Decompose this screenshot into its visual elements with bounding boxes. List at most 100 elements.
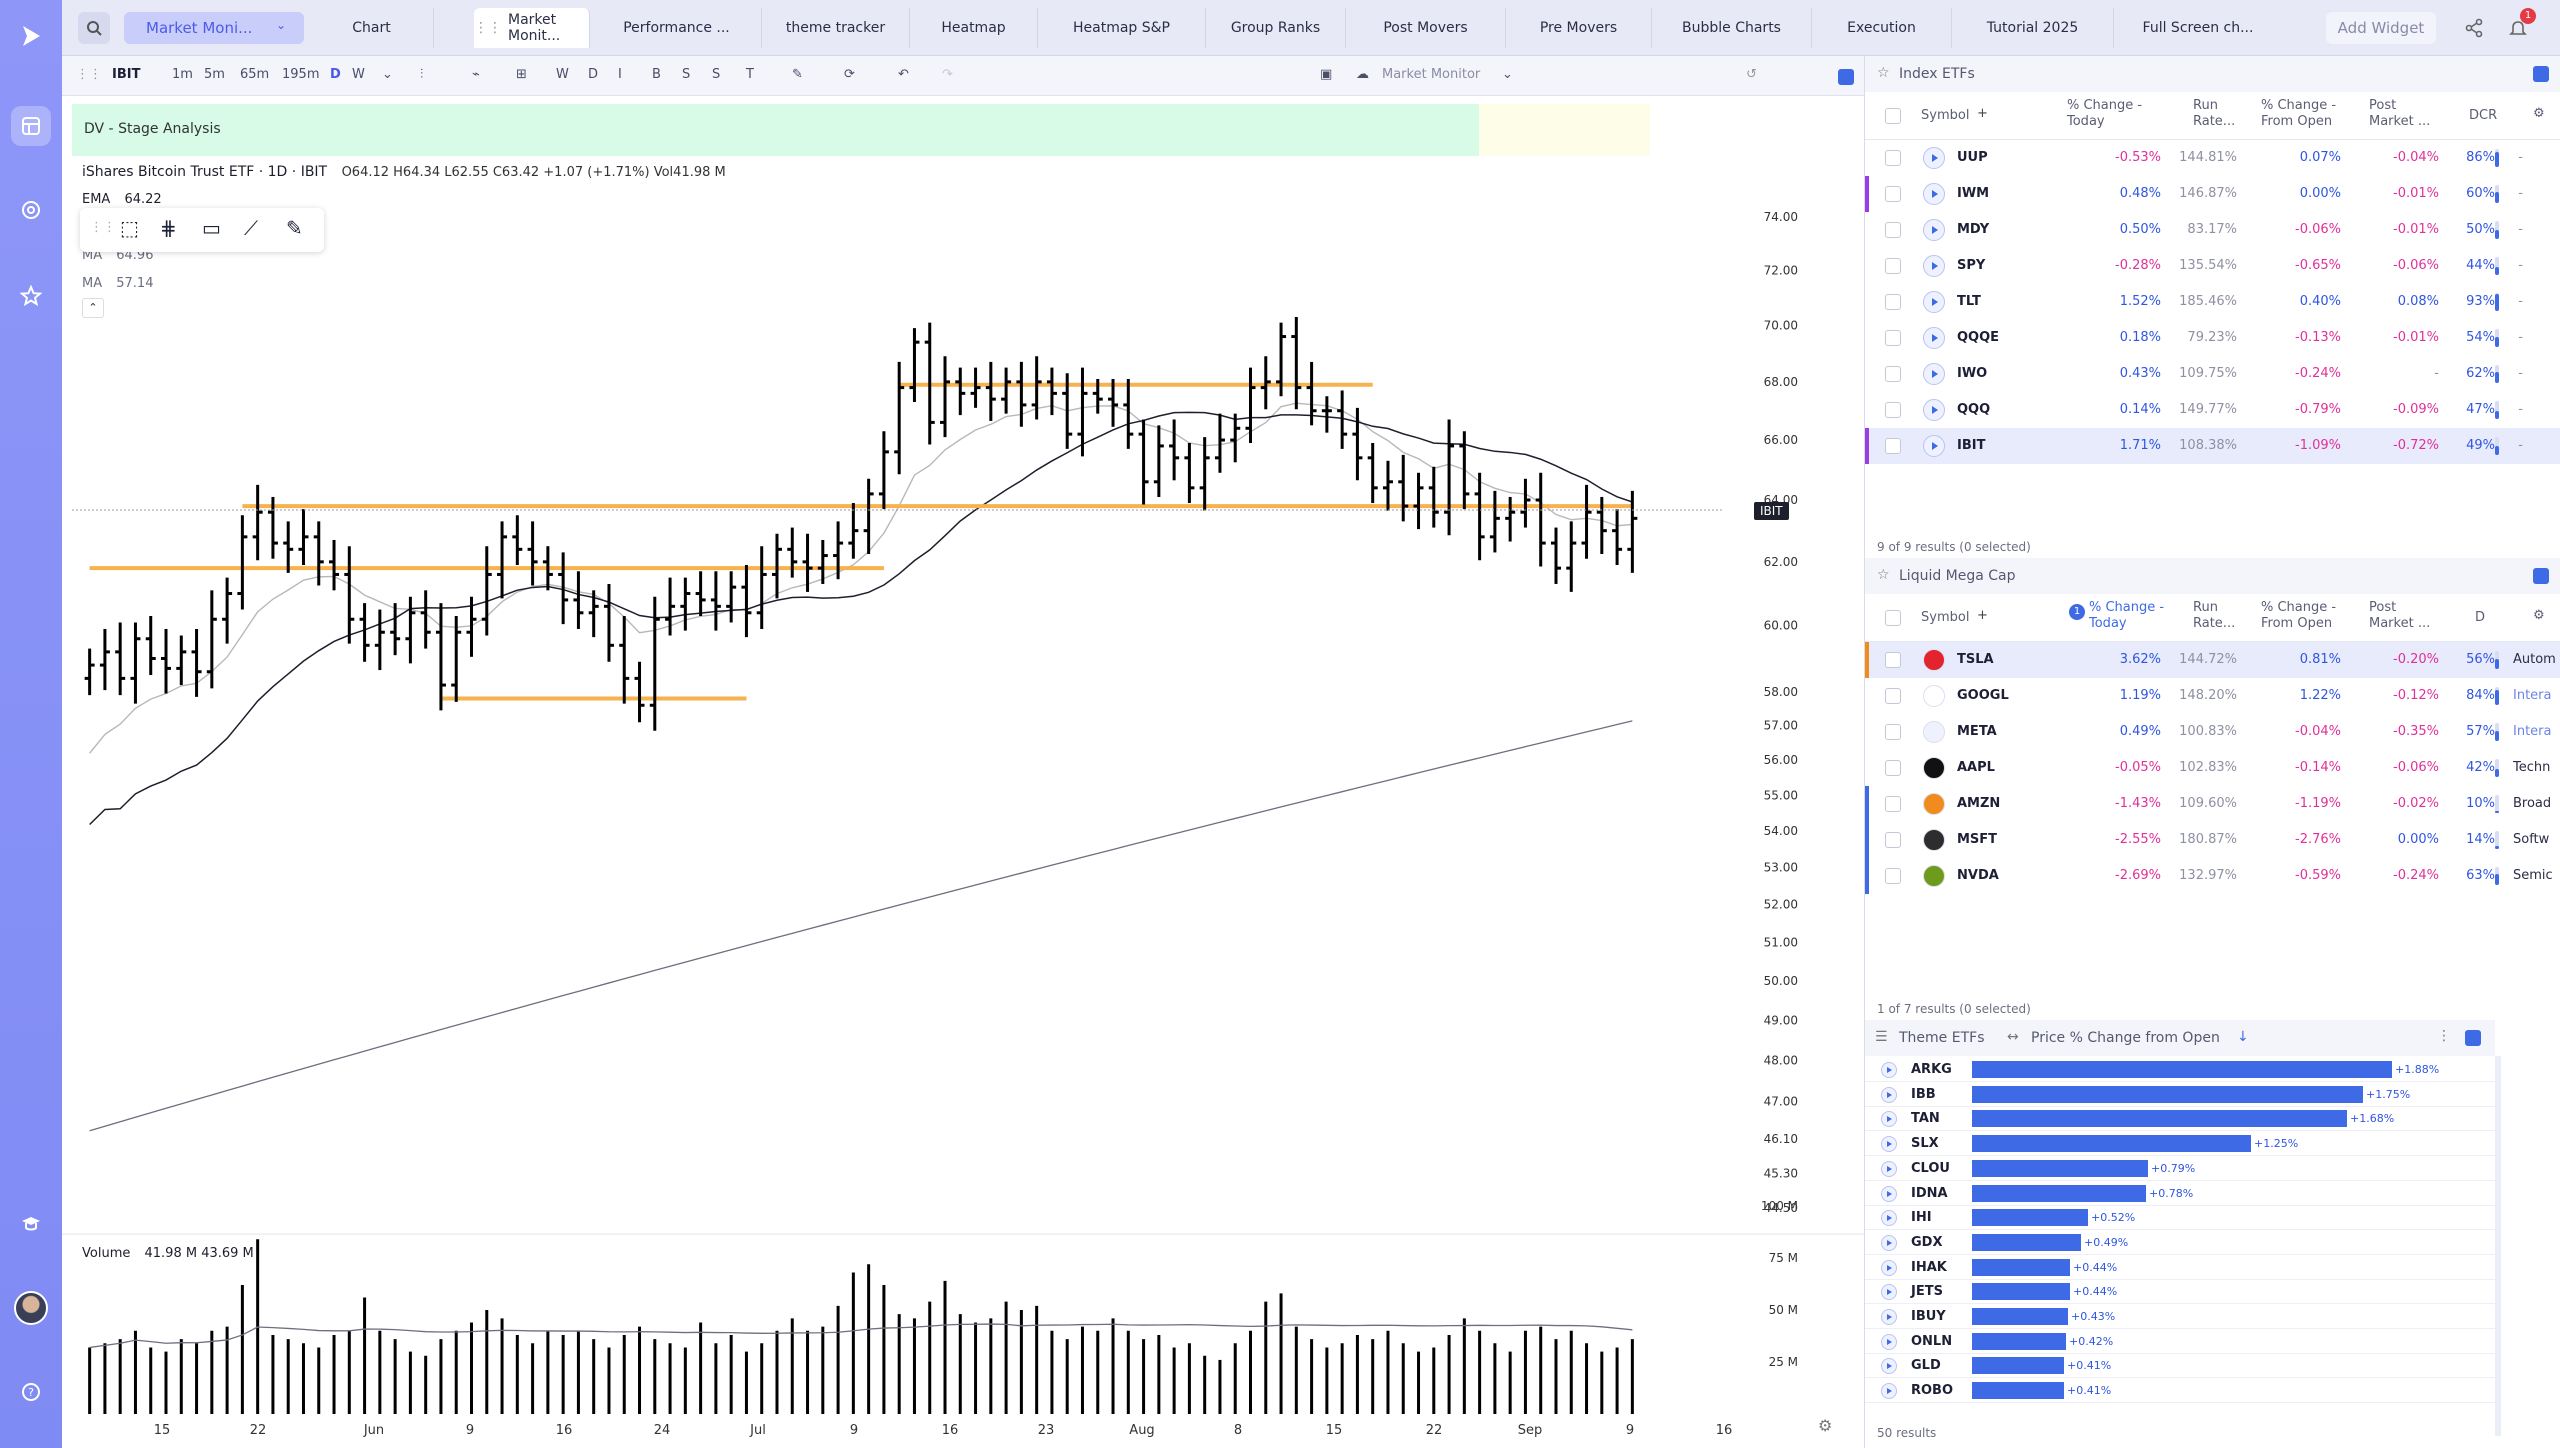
note-tool-icon[interactable]: ▭ bbox=[202, 216, 221, 240]
list-item[interactable]: GLD +0.41% bbox=[1865, 1354, 2495, 1379]
list-item[interactable]: JETS +0.44% bbox=[1865, 1280, 2495, 1305]
col-run-rate[interactable]: Run Rate... bbox=[2193, 600, 2236, 631]
drag-handle-icon[interactable]: ⋮⋮ bbox=[90, 220, 116, 235]
play-icon[interactable] bbox=[1923, 255, 1945, 277]
play-icon[interactable] bbox=[1923, 363, 1945, 385]
row-checkbox[interactable] bbox=[1885, 330, 1901, 346]
radar-icon[interactable] bbox=[11, 190, 51, 230]
link-color-button[interactable] bbox=[2533, 66, 2549, 82]
row-checkbox[interactable] bbox=[1885, 186, 1901, 202]
interval-1m[interactable]: 1m bbox=[172, 67, 193, 82]
play-icon[interactable] bbox=[1881, 1284, 1897, 1301]
row-checkbox[interactable] bbox=[1885, 150, 1901, 166]
more-icon[interactable]: ⋮ bbox=[2437, 1028, 2451, 1044]
row-checkbox[interactable] bbox=[1885, 796, 1901, 812]
row-checkbox[interactable] bbox=[1885, 760, 1901, 776]
tab-tutorial[interactable]: Tutorial 2025 bbox=[1952, 8, 2114, 48]
interval-d[interactable]: D bbox=[330, 67, 341, 82]
undo-icon[interactable]: ↶ bbox=[898, 67, 909, 82]
tab-heatmap-sp[interactable]: Heatmap S&P bbox=[1038, 8, 1206, 48]
play-icon[interactable] bbox=[1881, 1160, 1897, 1177]
table-row[interactable]: IWO 0.43% 109.75% -0.24% - 62% - bbox=[1865, 356, 2560, 392]
gear-icon[interactable]: ⚙ bbox=[2533, 106, 2545, 121]
play-icon[interactable] bbox=[1881, 1333, 1897, 1350]
select-all-checkbox[interactable] bbox=[1885, 108, 1901, 124]
list-item[interactable]: GDX +0.49% bbox=[1865, 1231, 2495, 1255]
add-widget-button[interactable]: Add Widget bbox=[2326, 12, 2436, 44]
dashboard-icon[interactable] bbox=[11, 106, 51, 146]
play-icon[interactable] bbox=[1923, 291, 1945, 313]
ema-legend[interactable]: EMA 64.22 bbox=[82, 192, 162, 207]
table-row[interactable]: QQQE 0.18% 79.23% -0.13% -0.01% 54% - bbox=[1865, 320, 2560, 356]
ma-legend-2[interactable]: MA 57.14 bbox=[82, 276, 153, 291]
bell-icon[interactable] bbox=[2508, 18, 2528, 42]
table-row[interactable]: IBIT 1.71% 108.38% -1.09% -0.72% 49% - bbox=[1865, 428, 2560, 464]
tab-post-movers[interactable]: Post Movers bbox=[1346, 8, 1506, 48]
expand-icon[interactable]: ↔ bbox=[2007, 1029, 2019, 1045]
row-checkbox[interactable] bbox=[1885, 652, 1901, 668]
period-s2[interactable]: S bbox=[712, 67, 721, 82]
add-column-icon[interactable]: + bbox=[1977, 608, 1988, 623]
avatar[interactable] bbox=[11, 1288, 51, 1328]
brush-tool-icon[interactable]: ✎ bbox=[286, 216, 303, 240]
redo-icon[interactable]: ↷ bbox=[942, 67, 953, 82]
col-post-market[interactable]: Post Market ... bbox=[2369, 98, 2431, 129]
table-row[interactable]: MDY 0.50% 83.17% -0.06% -0.01% 50% - bbox=[1865, 212, 2560, 248]
period-s[interactable]: S bbox=[682, 67, 691, 82]
col-post-market[interactable]: Post Market ... bbox=[2369, 600, 2431, 631]
interval-5m[interactable]: 5m bbox=[204, 67, 225, 82]
table-row[interactable]: GOOGL 1.19% 148.20% 1.22% -0.12% 84% Int… bbox=[1865, 678, 2560, 714]
table-row[interactable]: UUP -0.53% 144.81% 0.07% -0.04% 86% - bbox=[1865, 140, 2560, 176]
drag-handle-icon[interactable]: ⋮⋮ bbox=[76, 67, 102, 82]
sort-icon[interactable]: ↓ bbox=[2237, 1029, 2249, 1045]
link-color-button[interactable] bbox=[2533, 568, 2549, 584]
settings-icon[interactable]: ⚙ bbox=[1818, 1416, 1833, 1435]
line-tool-icon[interactable]: ⟋ bbox=[244, 216, 258, 240]
chevron-down-icon[interactable]: ⌄ bbox=[382, 67, 393, 82]
tab-full-screen[interactable]: Full Screen ch... bbox=[2142, 20, 2254, 36]
period-w[interactable]: W bbox=[556, 67, 569, 82]
col-run-rate[interactable]: Run Rate... bbox=[2193, 98, 2236, 129]
scrollbar[interactable] bbox=[2495, 1056, 2501, 1436]
help-icon[interactable]: ? bbox=[11, 1372, 51, 1412]
period-b[interactable]: B bbox=[652, 67, 661, 82]
interval-w[interactable]: W bbox=[352, 67, 365, 82]
col-change-today[interactable]: % Change - Today bbox=[2067, 98, 2143, 129]
interval-195m[interactable]: 195m bbox=[282, 67, 320, 82]
list-item[interactable]: SLX +1.25% bbox=[1865, 1132, 2495, 1157]
row-checkbox[interactable] bbox=[1885, 724, 1901, 740]
gear-icon[interactable]: ⚙ bbox=[2533, 608, 2545, 623]
history-icon[interactable]: ↺ bbox=[1746, 67, 1757, 82]
list-item[interactable]: IDNA +0.78% bbox=[1865, 1182, 2495, 1206]
table-row[interactable]: SPY -0.28% 135.54% -0.65% -0.06% 44% - bbox=[1865, 248, 2560, 284]
share-icon[interactable] bbox=[2464, 18, 2484, 42]
chart-pane[interactable]: DV - Stage Analysis iShares Bitcoin Trus… bbox=[62, 96, 1864, 1448]
row-checkbox[interactable] bbox=[1885, 366, 1901, 382]
table-row[interactable]: TSLA 3.62% 144.72% 0.81% -0.20% 56% Auto… bbox=[1865, 642, 2560, 678]
row-checkbox[interactable] bbox=[1885, 832, 1901, 848]
period-i[interactable]: I bbox=[618, 67, 622, 82]
tab-market-monitor[interactable]: ⋮⋮ Market Monit... bbox=[474, 8, 590, 48]
play-icon[interactable] bbox=[1923, 327, 1945, 349]
tab-theme-tracker[interactable]: theme tracker bbox=[762, 8, 910, 48]
list-item[interactable]: IBB +1.75% bbox=[1865, 1083, 2495, 1107]
play-icon[interactable] bbox=[1923, 219, 1945, 241]
list-item[interactable]: IBUY +0.43% bbox=[1865, 1305, 2495, 1329]
education-icon[interactable] bbox=[11, 1204, 51, 1244]
select-all-checkbox[interactable] bbox=[1885, 610, 1901, 626]
period-d[interactable]: D bbox=[588, 67, 599, 82]
play-icon[interactable] bbox=[1881, 1111, 1897, 1128]
row-checkbox[interactable] bbox=[1885, 868, 1901, 884]
tab-performance[interactable]: Performance ... bbox=[592, 8, 762, 48]
symbol-input[interactable]: IBIT bbox=[112, 67, 141, 82]
row-checkbox[interactable] bbox=[1885, 438, 1901, 454]
period-t[interactable]: T bbox=[746, 67, 754, 82]
table-row[interactable]: TLT 1.52% 185.46% 0.40% 0.08% 93% - bbox=[1865, 284, 2560, 320]
play-icon[interactable] bbox=[1923, 399, 1945, 421]
list-icon[interactable]: ☰ bbox=[1875, 1029, 1888, 1045]
search-button[interactable] bbox=[78, 12, 110, 44]
play-icon[interactable] bbox=[1881, 1259, 1897, 1276]
play-icon[interactable] bbox=[1881, 1383, 1897, 1400]
drag-handle-icon[interactable]: ⋮⋮ bbox=[474, 20, 502, 36]
chevron-down-icon[interactable]: ⌄ bbox=[1502, 67, 1513, 82]
